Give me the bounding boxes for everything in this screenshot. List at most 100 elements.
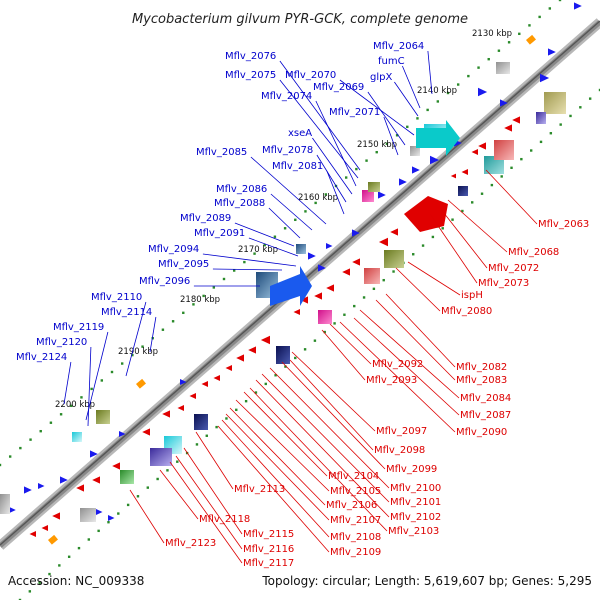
tick-dot [117,512,120,515]
tick-dot [569,114,572,118]
minus-gene-label: Mflv_2068 [508,247,559,258]
minus-gene-label: Mflv_2106 [326,500,377,511]
plus-gene-label: Mflv_2110 [91,292,142,303]
plus-strand-gene-arrow [540,73,550,83]
minus-gene-label: Mflv_2107 [330,515,381,526]
minus-gene-label: Mflv_2072 [488,263,539,274]
minus-strand-gene-arrow [378,237,388,247]
plus-strand-gene-arrow [430,155,440,165]
plus-strand-gene-arrow [352,229,360,237]
minus-label-leader [429,213,478,284]
kbp-tick-label: 2180 kbp [180,295,220,305]
minus-gene-label: Mflv_2104 [328,471,379,482]
tick-dot [538,15,541,19]
tick-dot [107,521,110,524]
tick-dot [314,201,317,205]
minus-gene-label: Mflv_2063 [538,219,589,230]
tick-dot [313,339,317,342]
tick-dot [446,91,450,95]
tick-dot [141,345,144,348]
minus-strand-gene-arrow [29,531,36,537]
gene-block [484,156,504,174]
topology-text: Topology: circular; Length: 5,619,607 bp… [262,574,592,588]
plus-label-leader [248,237,299,257]
minus-gene-label: Mflv_2118 [199,514,250,525]
minus-strand-gene-arrow [471,149,478,155]
minus-label-leader [329,323,372,365]
tick-dot [353,304,356,308]
plus-strand-gene-arrow [90,450,98,458]
tick-dot [426,108,429,112]
minus-label-leader [339,321,456,433]
tick-dot [90,387,93,391]
tick-dot [77,546,81,550]
plus-label-leader [234,222,295,247]
minus-gene-label: Mflv_2083 [456,375,507,386]
minus-label-leader [385,293,456,368]
plus-gene-label: Mflv_2076 [225,51,276,62]
tick-dot [588,97,592,100]
plus-strand-gene-arrow [119,431,126,437]
plus-gene-label: Mflv_2094 [148,244,199,255]
minus-strand-gene-arrow [314,292,322,300]
minus-gene-label: Mflv_2115 [243,529,294,540]
gene-block [458,186,468,196]
plus-strand-gene-arrow [38,483,45,489]
minus-label-leader [217,425,330,553]
plus-label-leader [279,79,359,179]
tick-dot [395,134,399,137]
orange-gene [136,378,146,389]
plus-label-leader [268,207,301,239]
minus-gene-label: Mflv_2093 [366,375,417,386]
tick-dot [500,175,503,178]
tick-dot [67,555,71,558]
tick-dot [80,396,83,399]
tick-dot [362,296,366,299]
tick-dot [225,417,228,420]
minus-strand-gene-arrow [177,405,184,411]
plus-label-leader [125,301,147,377]
tick-dot [48,572,51,576]
gene-block [72,432,82,442]
tick-dot [131,353,134,357]
plus-gene-label: Mflv_2089 [180,213,231,224]
minus-strand-gene-arrow [326,284,334,292]
accession-text: Accession: NC_009338 [8,574,145,588]
tick-dot [192,303,195,306]
tick-dot [487,57,490,61]
tick-dot [171,320,175,323]
kbp-tick-label: 2130 kbp [472,29,512,39]
tick-dot [0,463,2,467]
tick-dot [518,32,521,36]
minus-label-leader [175,455,243,550]
tick-dot [58,564,61,567]
tick-dot [451,218,454,221]
plus-strand-gene-arrow [500,99,508,107]
tick-dot [49,421,53,424]
plus-label-leader [312,137,353,195]
tick-dot [146,486,149,489]
tick-dot [97,529,100,533]
minus-label-leader [129,489,165,544]
kbp-tick-label: 2140 kbp [417,86,457,96]
minus-strand-gene-arrow [504,124,512,132]
outer-plus-dot-ring [0,0,562,467]
tick-dot [529,149,533,152]
tick-dot [29,438,32,441]
tick-dot [558,0,562,2]
plus-gene-label: Mflv_2088 [214,198,265,209]
plus-gene-label: Mflv_2096 [139,276,190,287]
minus-strand-gene-arrow [162,410,170,418]
minus-gene-label: Mflv_2103 [388,526,439,537]
plus-label-leader [279,60,361,171]
gene-block [296,244,306,254]
gene-block [194,414,208,430]
minus-strand-gene-arrow [76,484,84,492]
minus-strand-gene-arrow [189,393,196,399]
tick-dot [215,425,218,429]
minus-strand-gene-arrow [404,196,448,232]
minus-gene-label: Mflv_2100 [390,483,441,494]
tick-dot [244,399,248,403]
